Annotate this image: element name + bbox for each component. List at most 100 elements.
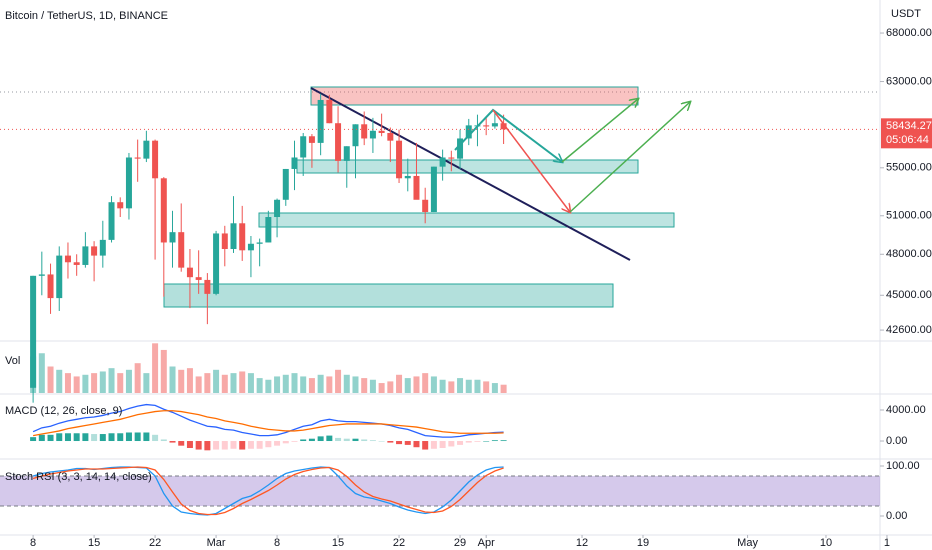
candle-body	[230, 223, 237, 250]
candle-body	[378, 130, 385, 133]
candle-body	[352, 124, 359, 147]
projection-arrow	[569, 102, 690, 213]
volume-bar	[448, 381, 455, 393]
y-tick-label: 42600.00	[886, 324, 932, 336]
volume-bar	[491, 383, 498, 393]
drawings	[163, 86, 675, 308]
pane-title: Stoch RSI (3, 3, 14, 14, close)	[5, 471, 152, 483]
macd-histogram-bar	[404, 441, 411, 445]
candle-body	[317, 99, 324, 143]
volume-bar	[108, 368, 115, 393]
candle-body	[178, 232, 185, 268]
candle-body	[91, 246, 98, 256]
candle-body	[186, 267, 193, 278]
candle-body	[239, 223, 246, 251]
y-tick-label: 4000.00	[886, 404, 926, 416]
candle-body	[422, 199, 429, 213]
volume-bar	[465, 379, 472, 393]
x-tick-label: 22	[393, 537, 405, 549]
macd-histogram-bar	[448, 441, 455, 447]
macd-histogram-bar	[387, 441, 394, 443]
macd-histogram-bar	[30, 437, 37, 442]
support-zone	[296, 159, 639, 174]
candle-body	[73, 262, 80, 265]
volume-bar	[47, 366, 54, 393]
support-zone	[163, 283, 614, 308]
macd-histogram-bar	[47, 434, 54, 442]
y-tick-label: 100.00	[886, 460, 920, 472]
volume-bar	[230, 373, 237, 393]
volume-bar	[291, 373, 298, 393]
x-tick-label: 15	[88, 537, 100, 549]
candle-body	[439, 157, 446, 167]
y-tick-label: 0.00	[886, 435, 907, 447]
volume-bar	[30, 356, 37, 393]
macd-histogram-bar	[160, 439, 167, 442]
macd-histogram-bar	[352, 438, 359, 442]
candle-body	[204, 279, 211, 294]
volume-bar	[56, 369, 63, 393]
macd-histogram-bar	[343, 438, 350, 442]
volume-bar	[474, 379, 481, 393]
macd-histogram-bar	[474, 441, 481, 442]
volume-bar	[213, 369, 220, 393]
macd-histogram-bar	[186, 441, 193, 448]
volume-bar	[204, 373, 211, 393]
y-tick-label: 45000.00	[886, 289, 932, 301]
last-price-label: 58434.27	[886, 120, 932, 132]
x-tick-label: 22	[149, 537, 161, 549]
x-tick-label: Mar	[207, 537, 226, 549]
macd-histogram-bar	[204, 441, 211, 451]
macd-histogram-bar	[491, 440, 498, 442]
volume-bar	[308, 378, 315, 393]
macd-histogram-bar	[256, 441, 263, 449]
y-tick-label: 51000.00	[886, 210, 932, 222]
y-tick-label: 68000.00	[886, 27, 932, 39]
candle-body	[213, 233, 220, 294]
volume-bar	[300, 376, 307, 393]
macd-histogram-bar	[195, 441, 202, 450]
macd-histogram-bar	[308, 438, 315, 442]
macd-histogram-bar	[317, 436, 324, 442]
volume-bar	[335, 369, 342, 393]
macd-histogram-bar	[125, 432, 132, 442]
volume-bar	[317, 374, 324, 393]
candle-body	[491, 123, 498, 127]
macd-histogram-bar	[291, 441, 298, 442]
candle-body	[143, 140, 150, 159]
candle-body	[160, 178, 167, 243]
macd-histogram-bar	[439, 441, 446, 448]
candle-body	[387, 132, 394, 141]
volume-bar	[160, 349, 167, 393]
macd-histogram-bar	[99, 434, 106, 442]
candle-body	[99, 239, 106, 256]
volume-bar	[404, 378, 411, 393]
stoch-k-line	[32, 466, 504, 516]
candle-body	[134, 157, 141, 159]
macd-histogram-bar	[483, 441, 490, 442]
volume-bar	[413, 376, 420, 393]
currency-label: USDT	[891, 8, 921, 20]
candle-body	[274, 199, 281, 218]
macd-histogram-bar	[230, 441, 237, 449]
macd-histogram-bar	[361, 439, 368, 442]
candle-body	[265, 217, 272, 243]
x-tick-label: 1	[884, 537, 890, 549]
y-tick-label: 55000.00	[886, 162, 932, 174]
candle-body	[343, 146, 350, 161]
macd-histogram-bar	[178, 441, 185, 446]
volume-bar	[186, 368, 193, 393]
volume-bar	[387, 381, 394, 393]
volume-bar	[282, 374, 289, 393]
candle-body	[396, 140, 403, 179]
macd-histogram-bar	[91, 434, 98, 442]
candle-body	[430, 166, 437, 213]
macd-histogram-bar	[335, 437, 342, 442]
x-tick-label: 10	[820, 537, 832, 549]
volume-bar	[439, 379, 446, 393]
macd-histogram-bar	[378, 441, 385, 442]
volume-bar	[274, 376, 281, 393]
candle-body	[30, 275, 37, 388]
candle-body	[457, 138, 464, 159]
